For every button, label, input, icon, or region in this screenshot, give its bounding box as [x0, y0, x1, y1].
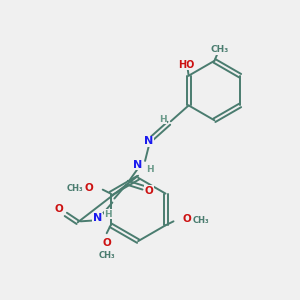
Text: HO: HO: [178, 60, 195, 70]
Text: O: O: [85, 183, 93, 193]
Text: N: N: [133, 160, 142, 170]
Text: H: H: [105, 210, 112, 219]
Text: CH₃: CH₃: [193, 216, 209, 225]
Text: CH₃: CH₃: [67, 184, 83, 193]
Text: N: N: [93, 213, 102, 224]
Text: O: O: [102, 238, 111, 248]
Text: H: H: [146, 165, 154, 174]
Text: CH₃: CH₃: [98, 250, 115, 260]
Text: N: N: [144, 136, 154, 146]
Text: H: H: [159, 115, 167, 124]
Text: CH₃: CH₃: [210, 45, 229, 54]
Text: O: O: [145, 186, 153, 196]
Text: O: O: [55, 204, 63, 214]
Text: O: O: [183, 214, 192, 224]
